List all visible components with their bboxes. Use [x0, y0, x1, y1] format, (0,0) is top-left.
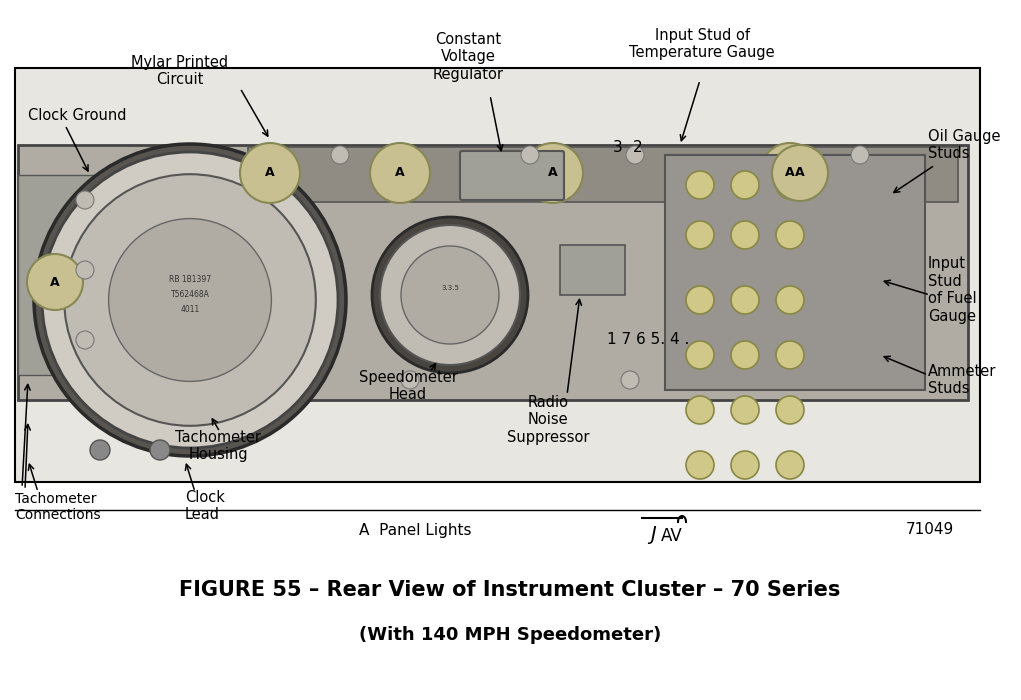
Circle shape: [686, 221, 714, 249]
Circle shape: [731, 171, 759, 199]
Circle shape: [240, 143, 300, 203]
Circle shape: [150, 440, 171, 460]
Circle shape: [523, 143, 583, 203]
Text: T562468A: T562468A: [171, 290, 209, 299]
Text: Speedometer
Head: Speedometer Head: [358, 370, 457, 402]
Text: Ammeter
Studs: Ammeter Studs: [928, 364, 996, 396]
Circle shape: [331, 146, 349, 164]
Circle shape: [686, 451, 714, 479]
Circle shape: [686, 286, 714, 314]
Bar: [15, 68, 980, 482]
Circle shape: [380, 225, 520, 365]
Circle shape: [76, 261, 94, 279]
Text: Oil Gauge
Studs: Oil Gauge Studs: [928, 129, 1001, 161]
Circle shape: [760, 143, 820, 203]
Text: 3.3.5: 3.3.5: [441, 285, 458, 291]
Circle shape: [686, 396, 714, 424]
Bar: [248, 147, 958, 202]
Circle shape: [76, 331, 94, 349]
Circle shape: [90, 440, 110, 460]
Text: RB 1B1397: RB 1B1397: [168, 275, 211, 284]
Circle shape: [776, 341, 804, 369]
Circle shape: [42, 152, 338, 448]
Circle shape: [731, 286, 759, 314]
Text: A: A: [785, 167, 794, 179]
Circle shape: [776, 221, 804, 249]
Text: 4011: 4011: [181, 305, 200, 314]
Bar: [665, 155, 925, 390]
Circle shape: [401, 246, 499, 344]
Text: A: A: [50, 276, 60, 288]
Circle shape: [772, 145, 828, 201]
Text: J: J: [650, 524, 655, 543]
Text: Mylar Printed
Circuit: Mylar Printed Circuit: [132, 55, 229, 88]
Text: Clock
Lead: Clock Lead: [185, 490, 225, 522]
Text: A: A: [548, 167, 557, 179]
Circle shape: [34, 144, 346, 456]
Circle shape: [776, 451, 804, 479]
Circle shape: [686, 171, 714, 199]
Circle shape: [776, 171, 804, 199]
Text: Input
Stud
of Fuel
Gauge: Input Stud of Fuel Gauge: [928, 256, 977, 323]
Circle shape: [731, 221, 759, 249]
Text: A  Panel Lights: A Panel Lights: [358, 522, 472, 538]
Circle shape: [108, 218, 272, 382]
Circle shape: [372, 217, 528, 373]
FancyBboxPatch shape: [460, 151, 564, 200]
Text: Input Stud of
Temperature Gauge: Input Stud of Temperature Gauge: [629, 28, 775, 60]
Text: 2: 2: [633, 141, 643, 155]
Text: Clock Ground: Clock Ground: [28, 108, 127, 122]
Circle shape: [776, 396, 804, 424]
Circle shape: [731, 451, 759, 479]
Circle shape: [686, 341, 714, 369]
Text: Tachometer
Housing: Tachometer Housing: [175, 430, 261, 463]
Text: A: A: [795, 167, 805, 179]
Text: AV: AV: [662, 527, 683, 545]
Text: 3: 3: [614, 141, 623, 155]
Text: Constant
Voltage
Regulator: Constant Voltage Regulator: [433, 32, 503, 82]
Circle shape: [731, 341, 759, 369]
Text: FIGURE 55 – Rear View of Instrument Cluster – 70 Series: FIGURE 55 – Rear View of Instrument Clus…: [180, 580, 840, 600]
Circle shape: [521, 146, 539, 164]
Circle shape: [731, 396, 759, 424]
Text: 71049: 71049: [906, 522, 955, 538]
Text: A: A: [395, 167, 404, 179]
Text: 1 7 6 5. 4 .: 1 7 6 5. 4 .: [606, 332, 689, 347]
Circle shape: [370, 143, 430, 203]
Text: Radio
Noise
Suppressor: Radio Noise Suppressor: [506, 395, 589, 444]
Circle shape: [27, 254, 83, 310]
Circle shape: [776, 286, 804, 314]
Circle shape: [626, 146, 644, 164]
Circle shape: [401, 371, 419, 389]
Circle shape: [850, 146, 869, 164]
Text: (With 140 MPH Speedometer): (With 140 MPH Speedometer): [358, 626, 662, 644]
Circle shape: [621, 371, 639, 389]
Bar: [560, 245, 625, 295]
Text: Tachometer
Connections: Tachometer Connections: [15, 492, 101, 522]
Circle shape: [64, 174, 315, 426]
Bar: [18, 175, 108, 375]
Circle shape: [76, 191, 94, 209]
Text: A: A: [265, 167, 275, 179]
Bar: [18, 145, 968, 400]
